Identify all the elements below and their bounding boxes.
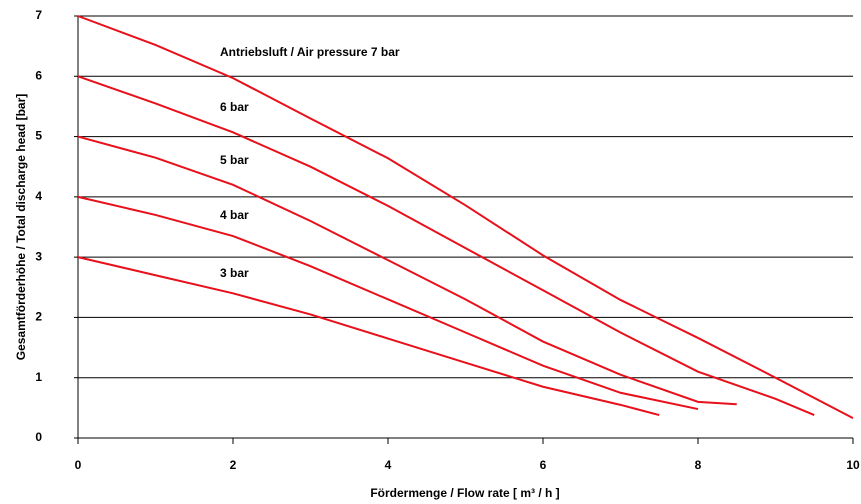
- y-tick-label: 5: [35, 129, 42, 143]
- curve-label: 5 bar: [220, 153, 249, 167]
- curve: [77, 256, 660, 417]
- y-tick-label: 4: [35, 189, 42, 203]
- curve-label: 4 bar: [220, 208, 249, 222]
- y-tick-label: 6: [35, 68, 42, 82]
- curve: [77, 15, 854, 419]
- curve-label: Antriebsluft / Air pressure 7 bar: [220, 45, 400, 59]
- x-tick-label: 8: [695, 458, 702, 472]
- y-tick-label: 2: [35, 310, 42, 324]
- x-tick-label: 2: [230, 458, 237, 472]
- curve: [77, 195, 699, 411]
- curve: [77, 135, 737, 406]
- y-tick-label: 3: [35, 249, 42, 263]
- x-tick-label: 0: [75, 458, 82, 472]
- y-tick-label: 1: [35, 370, 42, 384]
- curve: [77, 75, 815, 417]
- x-tick-label: 4: [385, 458, 392, 472]
- y-tick-label: 7: [35, 8, 42, 22]
- x-tick-label: 6: [540, 458, 547, 472]
- curve-label: 6 bar: [220, 100, 249, 114]
- y-tick-label: 0: [35, 430, 42, 444]
- curve-label: 3 bar: [220, 266, 249, 280]
- y-axis-label: Gesamtförderhöhe / Total discharge head …: [14, 94, 28, 361]
- x-tick-label: 10: [846, 458, 860, 472]
- x-axis-label: Fördermenge / Flow rate [ m³ / h ]: [370, 486, 559, 500]
